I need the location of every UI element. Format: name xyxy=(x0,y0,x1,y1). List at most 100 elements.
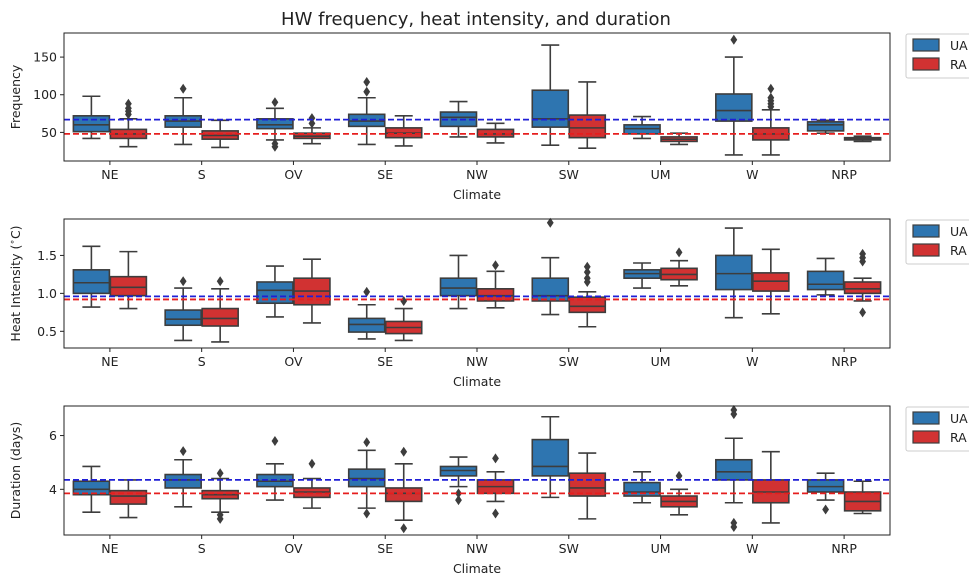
outlier-point xyxy=(216,276,224,287)
legend-label-ra: RA xyxy=(950,430,967,445)
box-body xyxy=(72,115,111,133)
box-ua-nw xyxy=(439,456,478,506)
box-body xyxy=(806,121,845,132)
box-ua-se xyxy=(347,286,386,340)
x-tick-label: OV xyxy=(284,354,303,369)
box-ua-nw xyxy=(439,254,478,310)
box-ra-s xyxy=(201,119,239,149)
box-ua-ne xyxy=(72,95,111,140)
outlier-point xyxy=(400,523,408,534)
box-body xyxy=(843,281,882,295)
outlier-point xyxy=(271,97,279,108)
panel-3: 4 6 NE S OV SE NW SW UM W NRP Climate Duration (days… xyxy=(8,405,969,575)
box-ua-ov xyxy=(256,435,294,501)
legend-swatch-ua xyxy=(912,38,940,52)
legend-swatch-ua xyxy=(912,224,940,238)
x-tick-label: W xyxy=(746,167,758,182)
box-ra-ne xyxy=(109,250,148,310)
box-body xyxy=(531,438,570,477)
box-ra-um xyxy=(660,132,698,146)
outlier-point xyxy=(179,446,187,457)
box-ra-s xyxy=(201,276,239,343)
box-ua-ne xyxy=(72,245,111,308)
box-ua-nrp xyxy=(806,472,845,515)
box-ra-nrp xyxy=(843,248,882,318)
box-ra-se xyxy=(384,295,423,342)
x-tick-label: NE xyxy=(101,354,118,369)
box-ua-nrp xyxy=(806,257,845,296)
outlier-point xyxy=(363,286,371,297)
box-body xyxy=(201,307,239,327)
outlier-point xyxy=(675,470,683,481)
y-tick-label: 100 xyxy=(33,87,57,102)
box-ua-um xyxy=(623,471,661,504)
legend-label-ua: UA xyxy=(950,38,968,53)
box-ua-s xyxy=(164,446,202,508)
box-ra-sw xyxy=(568,81,607,149)
outlier-point xyxy=(216,468,224,479)
box-ua-um xyxy=(623,262,661,289)
outlier-point xyxy=(583,267,591,278)
outlier-point xyxy=(859,307,867,318)
box-ua-s xyxy=(164,276,202,342)
outlier-point xyxy=(308,458,316,469)
box-body xyxy=(531,89,570,128)
legend-label-ua: UA xyxy=(950,224,968,239)
box-ra-ov xyxy=(293,113,331,145)
outlier-point xyxy=(308,113,316,124)
outlier-point xyxy=(400,446,408,457)
outlier-point xyxy=(822,504,830,515)
box-ua-w xyxy=(715,227,753,319)
outlier-point xyxy=(583,261,591,272)
box-body xyxy=(568,472,607,497)
legend-label-ua: UA xyxy=(950,411,968,426)
box-body xyxy=(384,487,423,503)
box-body xyxy=(806,270,845,291)
x-tick-label: W xyxy=(746,354,758,369)
outlier-point xyxy=(216,509,224,520)
box-ua-w xyxy=(715,405,753,532)
x-tick-label: UM xyxy=(651,354,671,369)
y-tick-label: 6 xyxy=(49,428,57,443)
outlier-point xyxy=(730,34,738,45)
box-ua-se xyxy=(347,437,386,519)
x-tick-label: NE xyxy=(101,167,118,182)
y-tick-label: 50 xyxy=(41,125,57,140)
y-tick-label: 0.5 xyxy=(37,324,57,339)
x-tick-label: NRP xyxy=(831,354,857,369)
outlier-point xyxy=(363,86,371,97)
x-tick-label: SW xyxy=(559,541,579,556)
outlier-point xyxy=(179,276,187,287)
outlier-point xyxy=(400,295,408,306)
box-ua-nw xyxy=(439,100,478,138)
y-axis-label: Heat Intensity (∘C) xyxy=(8,225,23,341)
outlier-point xyxy=(767,83,775,94)
box-body xyxy=(531,277,570,302)
outlier-point xyxy=(271,435,279,446)
box-ra-ov xyxy=(293,258,331,324)
outlier-point xyxy=(308,118,316,129)
x-tick-label: UM xyxy=(651,167,671,182)
outlier-point xyxy=(363,76,371,87)
outlier-point xyxy=(455,495,462,506)
legend: UA RA xyxy=(905,219,969,265)
x-tick-label: NW xyxy=(466,541,488,556)
x-tick-label: S xyxy=(198,167,206,182)
box-ra-nw xyxy=(476,453,515,519)
box-ra-nrp xyxy=(843,135,882,143)
x-tick-label: NW xyxy=(466,167,488,182)
y-axis-label: Frequency xyxy=(8,64,23,129)
x-axis-label: Climate xyxy=(453,187,501,202)
x-axis-label: Climate xyxy=(453,374,501,389)
box-body xyxy=(715,458,753,481)
outlier-point xyxy=(859,248,867,259)
box-ra-um xyxy=(660,247,698,287)
outlier-point xyxy=(546,217,554,228)
box-ra-w xyxy=(752,248,790,315)
box-ra-se xyxy=(384,446,423,534)
panel-2: 0.5 1.0 1.5 NE S OV SE NW SW UM W NRP Climate Heat In… xyxy=(8,217,969,389)
x-tick-label: SW xyxy=(559,167,579,182)
box-ua-sw xyxy=(531,44,570,146)
legend: UA RA xyxy=(905,33,969,79)
outlier-point xyxy=(363,437,371,448)
